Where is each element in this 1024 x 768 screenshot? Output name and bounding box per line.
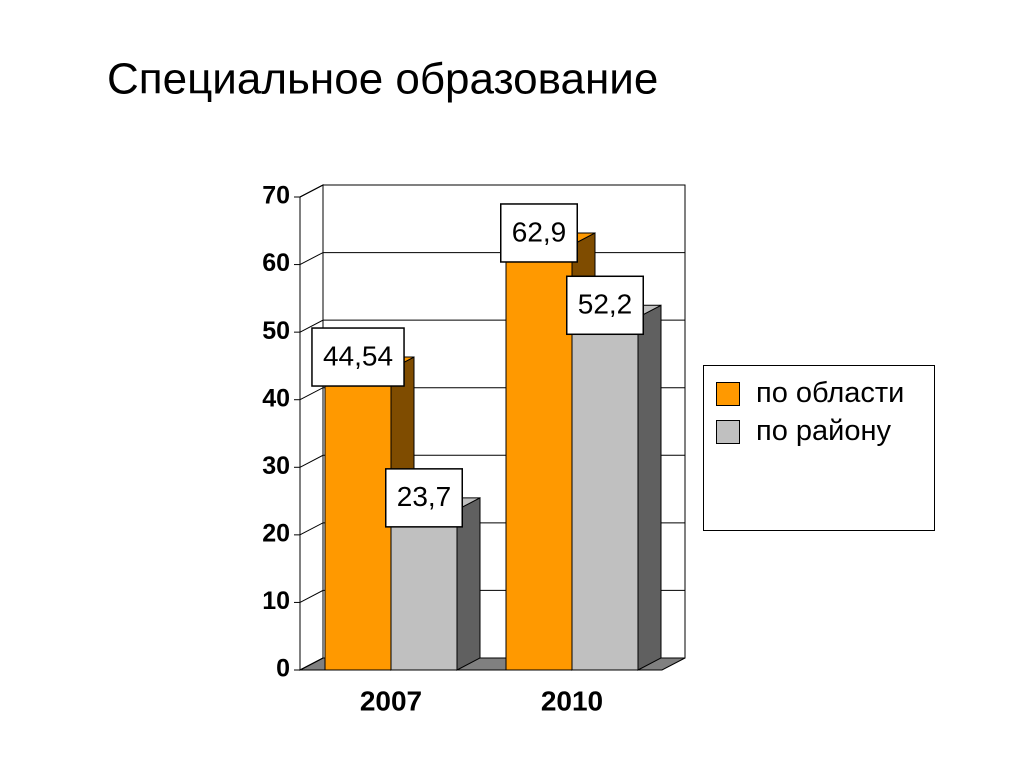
value-label-box (566, 275, 644, 336)
y-tick-label: 60 (262, 249, 290, 277)
y-tick-label: 10 (262, 587, 290, 615)
value-label-text: 44,54 (323, 340, 393, 371)
legend-item: по области (716, 376, 934, 410)
grid-line (299, 184, 685, 198)
bar (390, 509, 458, 671)
legend-swatch (716, 420, 740, 444)
side-wall (299, 184, 324, 671)
legend: по области по району (703, 365, 935, 531)
value-label-box (311, 327, 405, 387)
chart-title: Специальное образование (107, 55, 658, 104)
legend-label: по району (756, 415, 891, 447)
bar (505, 244, 573, 671)
y-tick-label: 50 (262, 317, 290, 345)
y-tick-label: 20 (262, 519, 290, 547)
value-label-box (500, 203, 578, 263)
x-tick-label: 2007 (360, 685, 422, 716)
legend-label: по области (756, 377, 905, 409)
bar-side (637, 304, 662, 671)
x-tick-label: 2010 (541, 685, 603, 716)
legend-swatch (716, 382, 740, 406)
y-tick-label: 70 (262, 182, 290, 210)
y-tick-label: 40 (262, 384, 290, 412)
y-tick-label: 30 (262, 452, 290, 480)
legend-item: по району (716, 414, 934, 448)
y-tick-label: 0 (276, 655, 290, 683)
value-label-text: 52,2 (578, 289, 633, 320)
value-label-text: 62,9 (512, 216, 567, 247)
value-label-box (385, 468, 463, 528)
bar (324, 368, 392, 671)
value-label-text: 23,7 (397, 481, 452, 512)
bar (571, 316, 639, 671)
